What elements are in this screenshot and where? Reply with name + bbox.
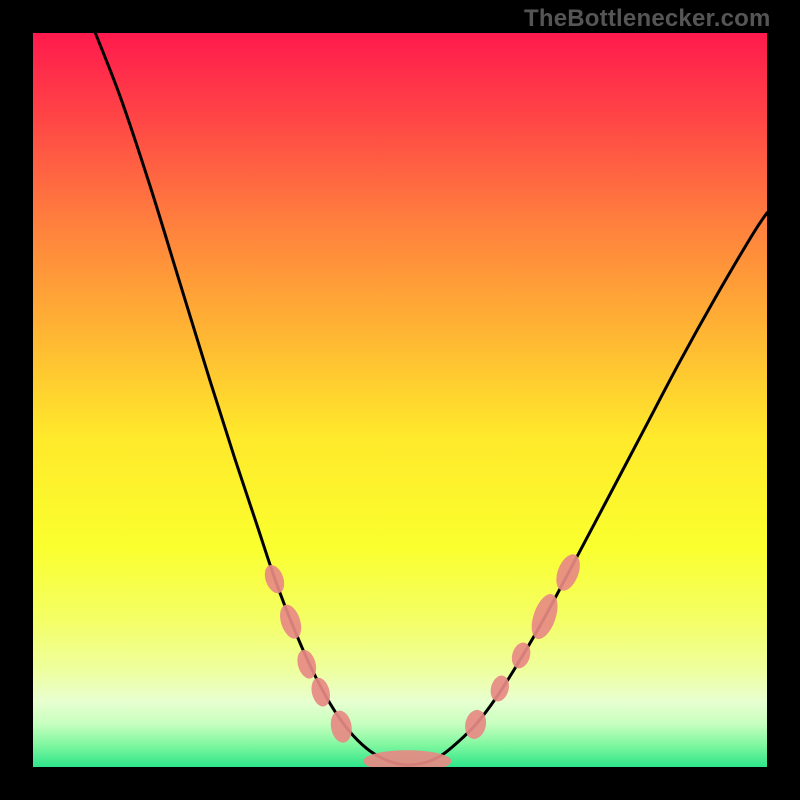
trough-marker	[527, 591, 563, 643]
trough-marker	[328, 709, 354, 744]
trough-marker	[261, 562, 288, 596]
curve-layer	[33, 33, 767, 767]
trough-marker	[276, 602, 305, 641]
chart-stage: TheBottlenecker.com	[0, 0, 800, 800]
trough-marker	[363, 750, 451, 767]
trough-marker	[552, 551, 585, 594]
bottleneck-curve	[95, 33, 767, 765]
watermark-text: TheBottlenecker.com	[524, 5, 771, 33]
plot-area	[33, 33, 767, 767]
